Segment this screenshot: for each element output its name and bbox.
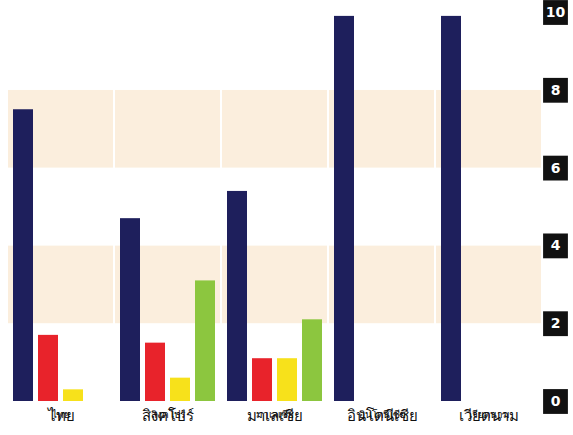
svg-text:มาเลเซีย: มาเลเซีย	[247, 407, 303, 425]
svg-text:10: 10	[546, 4, 566, 20]
svg-text:6: 6	[551, 160, 561, 176]
svg-text:เวียดนาม: เวียดนาม	[459, 407, 519, 425]
svg-text:0: 0	[551, 393, 561, 409]
svg-text:4: 4	[551, 237, 561, 253]
svg-text:ไทย: ไทย	[47, 407, 75, 425]
svg-text:อินโดนีเซีย: อินโดนีเซีย	[347, 407, 418, 425]
svg-text:2: 2	[551, 315, 561, 331]
svg-text:8: 8	[551, 82, 561, 98]
svg-text:สิงคโปร์: สิงคโปร์	[142, 407, 194, 425]
